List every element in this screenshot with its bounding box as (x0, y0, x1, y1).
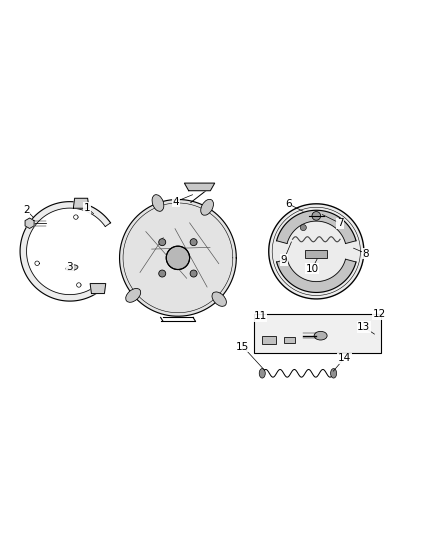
Text: 6: 6 (285, 199, 292, 209)
Bar (254, 314, 381, 353)
Polygon shape (25, 218, 34, 229)
Ellipse shape (66, 265, 78, 271)
Text: 14: 14 (338, 353, 351, 363)
Ellipse shape (212, 292, 226, 306)
Ellipse shape (201, 199, 213, 215)
Text: 3: 3 (67, 262, 73, 271)
Text: 1: 1 (84, 203, 90, 213)
Polygon shape (277, 211, 356, 244)
Polygon shape (120, 199, 236, 316)
Circle shape (166, 246, 190, 270)
Ellipse shape (331, 368, 337, 378)
Circle shape (190, 239, 197, 246)
Circle shape (74, 215, 78, 219)
Circle shape (77, 282, 81, 287)
Ellipse shape (259, 368, 265, 378)
Polygon shape (277, 259, 356, 293)
Ellipse shape (152, 195, 164, 211)
Bar (262, 336, 276, 344)
Text: 9: 9 (281, 255, 287, 265)
Text: 2: 2 (23, 205, 30, 215)
Text: 4: 4 (173, 197, 179, 207)
Text: 8: 8 (363, 248, 369, 259)
Circle shape (159, 270, 166, 277)
Circle shape (190, 270, 197, 277)
Circle shape (35, 261, 39, 265)
Ellipse shape (314, 332, 327, 340)
Polygon shape (269, 204, 364, 299)
Text: 7: 7 (337, 218, 343, 228)
Circle shape (300, 224, 306, 231)
Polygon shape (20, 201, 110, 301)
Text: 10: 10 (305, 264, 318, 273)
Ellipse shape (126, 288, 141, 302)
Circle shape (159, 239, 166, 246)
Polygon shape (73, 198, 89, 208)
Polygon shape (184, 183, 215, 191)
Text: 13: 13 (357, 322, 371, 332)
Bar (284, 336, 295, 343)
Bar (305, 250, 327, 258)
Text: 12: 12 (372, 309, 385, 319)
Text: 11: 11 (254, 311, 267, 321)
Polygon shape (90, 284, 106, 294)
Circle shape (312, 212, 321, 220)
Text: 15: 15 (236, 342, 249, 351)
